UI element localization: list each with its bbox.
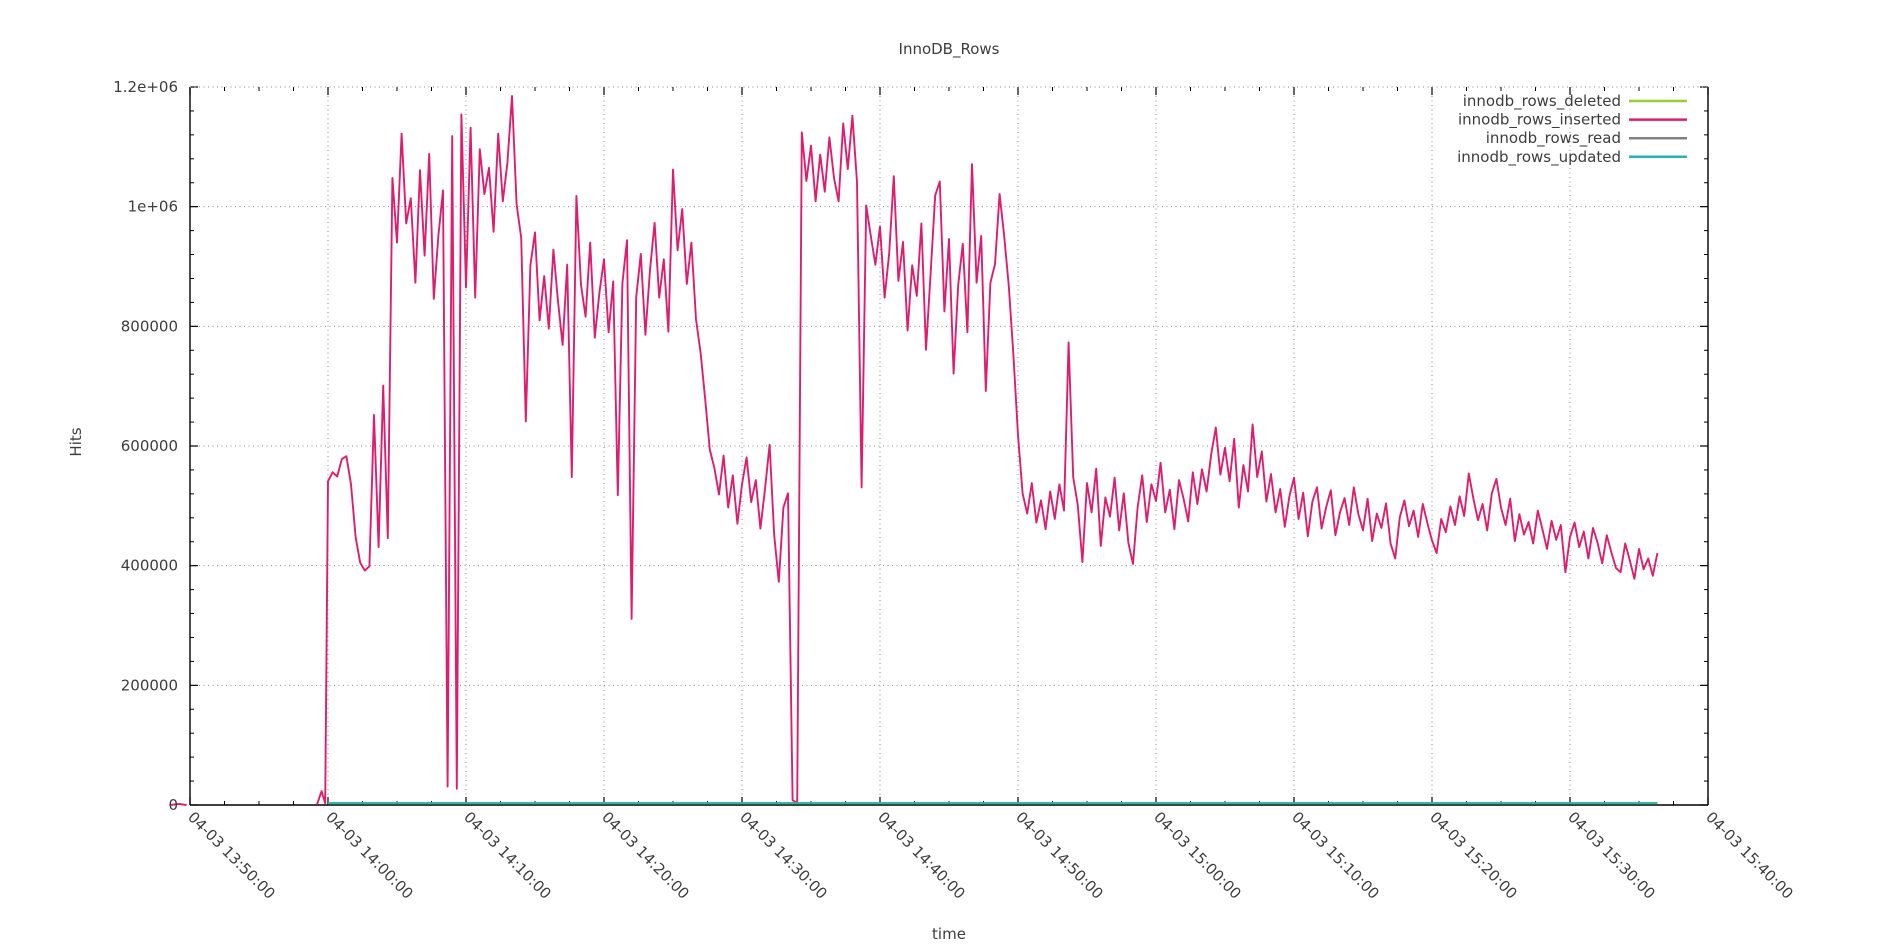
series-line-innodb_rows_inserted [316, 95, 1659, 805]
y-tick-label: 600000 [121, 437, 178, 455]
y-tick-label: 200000 [121, 676, 178, 694]
x-tick-label: 04-03 14:20:00 [598, 808, 693, 903]
x-tick-label: 04-03 14:30:00 [736, 808, 831, 903]
y-tick-label: 1.2e+06 [113, 78, 178, 96]
y-tick-label: 400000 [121, 557, 178, 575]
x-axis-label: time [932, 925, 966, 943]
y-tick-label: 0 [168, 796, 178, 814]
x-tick-label: 04-03 14:00:00 [322, 808, 417, 903]
x-tick-label: 04-03 14:50:00 [1012, 808, 1107, 903]
legend-label-innodb_rows_inserted: innodb_rows_inserted [1458, 111, 1621, 130]
legend-label-innodb_rows_read: innodb_rows_read [1486, 129, 1621, 148]
x-tick-label: 04-03 15:10:00 [1288, 808, 1383, 903]
x-tick-label: 04-03 15:40:00 [1702, 808, 1797, 903]
chart-title: InnoDB_Rows [898, 40, 1000, 58]
x-tick-label: 04-03 14:10:00 [460, 808, 555, 903]
x-tick-label: 04-03 15:00:00 [1150, 808, 1245, 903]
x-tick-label: 04-03 14:40:00 [874, 808, 969, 903]
legend-label-innodb_rows_updated: innodb_rows_updated [1457, 148, 1621, 167]
legend-label-innodb_rows_deleted: innodb_rows_deleted [1463, 92, 1621, 111]
x-tick-label: 04-03 15:30:00 [1564, 808, 1659, 903]
x-tick-label: 04-03 15:20:00 [1426, 808, 1521, 903]
y-axis-label: Hits [67, 427, 85, 457]
y-tick-label: 800000 [121, 317, 178, 335]
y-tick-label: 1e+06 [128, 198, 178, 216]
series-line-innodb_rows_inserted [170, 802, 187, 806]
x-tick-label: 04-03 13:50:00 [184, 808, 279, 903]
